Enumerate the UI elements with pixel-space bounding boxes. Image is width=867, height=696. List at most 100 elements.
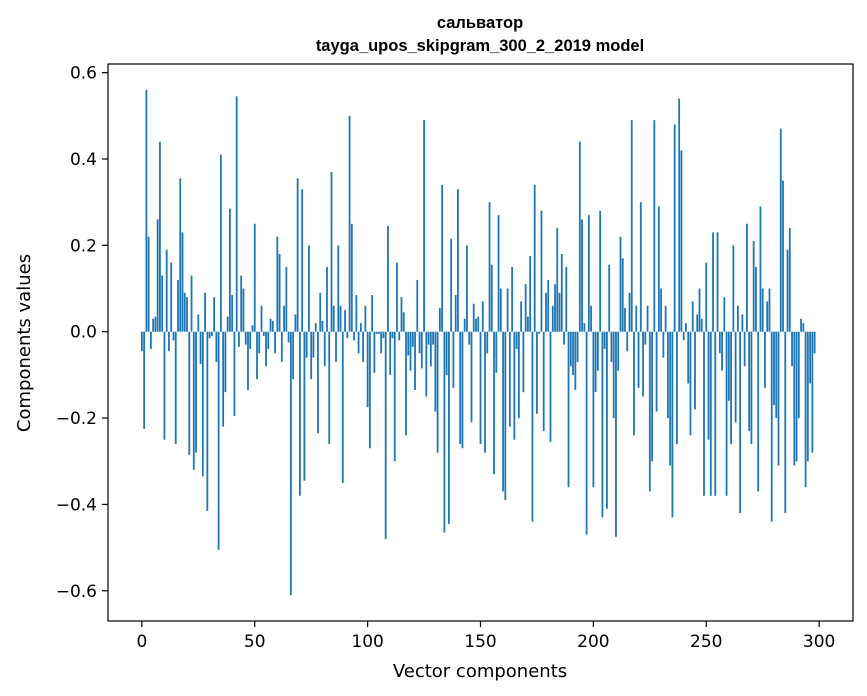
bar-component-253 (712, 232, 714, 332)
chart-subtitle: tayga_upos_skipgram_300_2_2019 model (316, 37, 644, 55)
bar-component-0 (140, 331, 143, 352)
bar-component-107 (382, 331, 385, 339)
bar-component-157 (495, 331, 498, 373)
bar-component-227 (653, 120, 656, 332)
bar-component-247 (698, 288, 701, 332)
bar-component-12 (168, 331, 170, 352)
bar-component-185 (558, 292, 561, 332)
bar-component-21 (188, 331, 191, 455)
bar-component-22 (190, 275, 193, 332)
bar-component-131 (436, 331, 439, 453)
bar-component-95 (355, 295, 358, 332)
bar-component-264 (736, 305, 739, 332)
bar-component-137 (450, 238, 453, 332)
bar-component-142 (461, 331, 464, 449)
bar-component-58 (271, 320, 274, 332)
x-tick-label: 300 (803, 632, 835, 652)
bar-component-206 (606, 331, 608, 509)
bar-component-71 (301, 189, 304, 332)
bar-component-164 (511, 266, 514, 332)
bar-component-93 (350, 223, 353, 332)
bar-component-159 (499, 288, 502, 332)
bar-component-155 (490, 264, 493, 332)
bar-component-254 (714, 331, 717, 496)
bar-component-187 (563, 331, 565, 345)
bar-component-5 (152, 318, 155, 332)
bar-component-13 (170, 262, 173, 332)
bar-component-61 (278, 253, 281, 332)
bar-component-48 (249, 331, 252, 349)
bar-component-200 (592, 331, 595, 488)
bar-component-32 (213, 297, 216, 332)
bar-component-152 (484, 331, 486, 453)
bar-component-121 (414, 331, 416, 390)
bar-component-129 (432, 331, 434, 345)
bar-component-28 (204, 292, 206, 332)
bar-component-216 (628, 292, 631, 332)
bar-component-123 (418, 331, 421, 354)
bar-component-43 (238, 331, 240, 347)
bar-component-243 (689, 331, 692, 436)
bar-component-67 (292, 331, 295, 380)
bar-component-146 (470, 331, 473, 423)
bar-component-74 (308, 245, 310, 332)
bar-component-260 (727, 331, 730, 401)
bar-component-136 (447, 331, 450, 524)
bar-component-267 (743, 331, 746, 367)
bar-component-226 (651, 331, 653, 462)
bar-component-73 (305, 331, 308, 358)
bar-component-170 (524, 284, 527, 332)
y-tick-label: 0.0 (70, 323, 97, 343)
bar-component-249 (703, 331, 705, 496)
bar-component-117 (405, 331, 407, 436)
chart-title: сальватор (437, 14, 523, 32)
bar-component-19 (183, 292, 186, 332)
bar-component-279 (770, 331, 773, 522)
y-tick-label: 0.2 (70, 236, 97, 256)
bar-component-176 (538, 331, 541, 334)
bar-component-225 (648, 331, 651, 492)
bar-component-44 (240, 275, 243, 332)
bar-component-228 (655, 331, 658, 412)
y-tick-label: 0.4 (70, 150, 97, 170)
bar-component-75 (310, 331, 313, 380)
bar-component-238 (678, 98, 681, 332)
bar-component-242 (687, 331, 690, 384)
bar-component-165 (513, 331, 516, 440)
bar-component-7 (156, 219, 159, 332)
bar-component-181 (549, 331, 552, 442)
bar-component-215 (626, 331, 629, 352)
bar-component-294 (804, 331, 807, 488)
bar-component-252 (709, 331, 712, 496)
bar-component-166 (515, 331, 518, 349)
y-tick-label: −0.4 (56, 495, 97, 515)
bar-component-45 (242, 288, 245, 332)
bar-component-270 (750, 331, 753, 444)
bar-component-222 (642, 331, 644, 397)
bar-component-248 (700, 318, 703, 332)
bar-component-153 (486, 331, 489, 354)
bar-component-266 (741, 314, 744, 332)
bar-component-145 (468, 331, 471, 345)
bar-component-282 (777, 331, 780, 466)
bar-component-148 (475, 318, 477, 332)
bar-component-178 (542, 331, 545, 432)
bar-component-175 (536, 331, 538, 414)
bar-component-298 (813, 331, 816, 354)
bar-component-167 (517, 331, 520, 419)
bar-component-214 (624, 307, 626, 332)
bar-component-16 (177, 279, 179, 332)
bar-component-133 (441, 184, 444, 332)
bar-component-265 (739, 331, 742, 514)
bar-component-201 (594, 331, 597, 393)
bar-component-139 (454, 295, 457, 332)
bar-component-272 (755, 266, 757, 332)
bar-component-256 (718, 331, 721, 354)
bar-component-59 (274, 331, 276, 354)
bar-component-160 (502, 331, 504, 492)
bar-component-86 (335, 331, 337, 362)
bar-component-104 (375, 331, 378, 334)
bar-component-280 (773, 331, 775, 406)
bar-component-241 (685, 323, 687, 332)
